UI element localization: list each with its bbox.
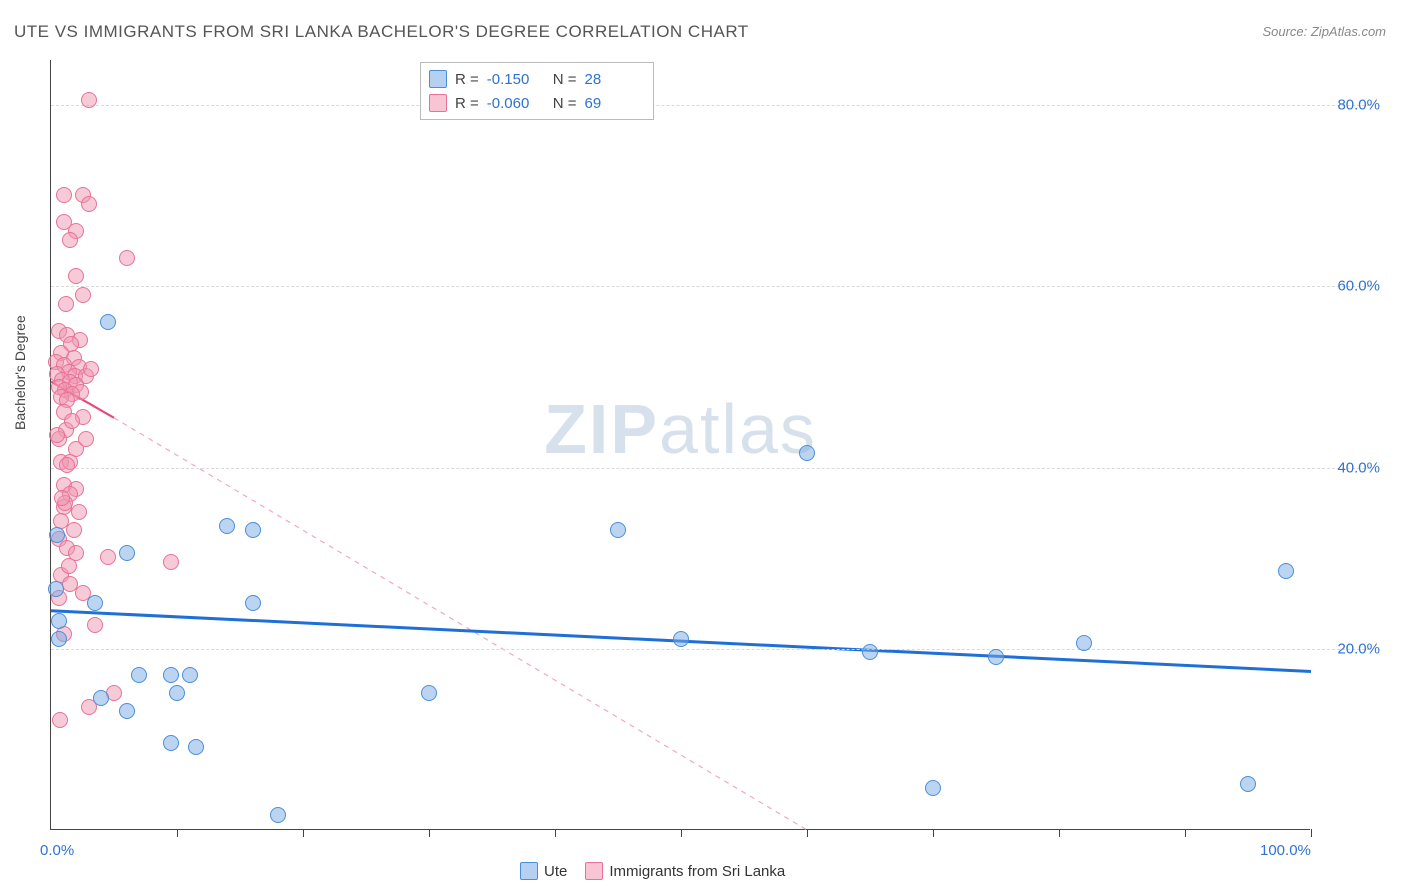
trend-line [114,418,807,830]
r-value-sri-lanka: -0.060 [487,95,545,112]
x-tick [681,829,682,837]
legend-item-sri-lanka: Immigrants from Sri Lanka [585,862,785,880]
data-point [59,457,75,473]
trend-lines-layer [51,60,1310,829]
data-point [64,413,80,429]
gridline-h [51,649,1370,650]
n-value-sri-lanka: 69 [585,95,643,112]
x-tick [555,829,556,837]
data-point [169,685,185,701]
data-point [799,445,815,461]
swatch-pink [429,94,447,112]
data-point [58,296,74,312]
chart-title: UTE VS IMMIGRANTS FROM SRI LANKA BACHELO… [14,22,749,42]
data-point [78,431,94,447]
data-point [119,250,135,266]
data-point [68,268,84,284]
y-axis-label: Bachelor's Degree [12,315,28,430]
data-point [48,581,64,597]
plot-area: ZIPatlas 20.0%40.0%60.0%80.0% [50,60,1310,830]
data-point [245,522,261,538]
x-tick-label: 100.0% [1260,842,1311,859]
data-point [49,427,65,443]
data-point [163,667,179,683]
data-point [245,595,261,611]
data-point [270,807,286,823]
data-point [182,667,198,683]
data-point [163,554,179,570]
x-tick [1059,829,1060,837]
data-point [81,196,97,212]
y-tick-label: 40.0% [1320,459,1380,476]
data-point [87,595,103,611]
legend-row-ute: R = -0.150 N = 28 [429,67,643,91]
r-value-ute: -0.150 [487,71,545,88]
data-point [71,504,87,520]
data-point [610,522,626,538]
n-value-ute: 28 [585,71,643,88]
data-point [54,490,70,506]
legend-label: Ute [544,863,567,880]
data-point [56,187,72,203]
data-point [49,527,65,543]
data-point [62,232,78,248]
data-point [1240,776,1256,792]
data-point [83,361,99,377]
x-tick [429,829,430,837]
x-tick [1185,829,1186,837]
r-label: R = [455,95,479,112]
data-point [925,780,941,796]
data-point [163,735,179,751]
x-tick [303,829,304,837]
legend-label: Immigrants from Sri Lanka [609,863,785,880]
x-tick [933,829,934,837]
y-tick-label: 80.0% [1320,97,1380,114]
y-tick-label: 60.0% [1320,278,1380,295]
swatch-blue [429,70,447,88]
data-point [81,92,97,108]
data-point [87,617,103,633]
swatch-blue [520,862,538,880]
data-point [862,644,878,660]
source-attribution: Source: ZipAtlas.com [1262,24,1386,39]
x-tick [1311,829,1312,837]
data-point [52,712,68,728]
x-tick-label: 0.0% [40,842,74,859]
data-point [100,314,116,330]
gridline-h [51,468,1370,469]
data-point [421,685,437,701]
data-point [61,558,77,574]
n-label: N = [553,71,577,88]
x-tick [177,829,178,837]
data-point [1076,635,1092,651]
data-point [51,631,67,647]
swatch-pink [585,862,603,880]
watermark: ZIPatlas [544,389,817,469]
data-point [219,518,235,534]
data-point [100,549,116,565]
r-label: R = [455,71,479,88]
data-point [673,631,689,647]
y-tick-label: 20.0% [1320,640,1380,657]
data-point [119,545,135,561]
x-tick [807,829,808,837]
data-point [51,613,67,629]
series-legend: Ute Immigrants from Sri Lanka [520,862,785,880]
gridline-h [51,105,1370,106]
data-point [188,739,204,755]
legend-item-ute: Ute [520,862,567,880]
correlation-legend: R = -0.150 N = 28 R = -0.060 N = 69 [420,62,654,120]
data-point [66,522,82,538]
legend-row-sri-lanka: R = -0.060 N = 69 [429,91,643,115]
gridline-h [51,286,1370,287]
data-point [75,287,91,303]
data-point [988,649,1004,665]
data-point [131,667,147,683]
data-point [1278,563,1294,579]
n-label: N = [553,95,577,112]
data-point [93,690,109,706]
data-point [119,703,135,719]
